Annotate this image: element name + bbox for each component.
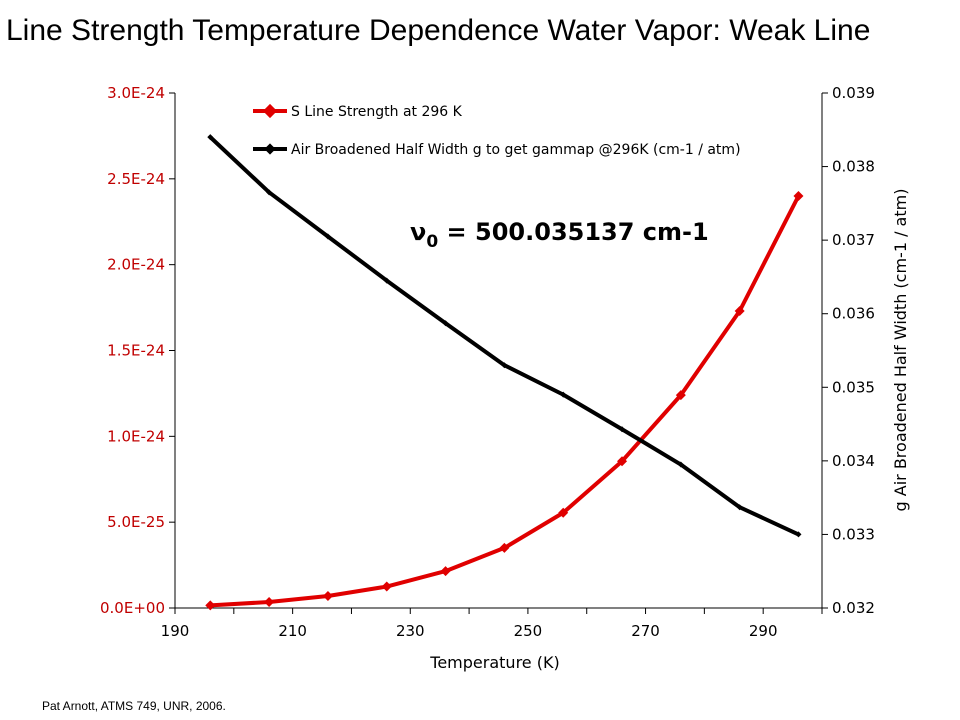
right-tick-label: 0.034 bbox=[832, 452, 875, 470]
data-point bbox=[793, 191, 804, 201]
data-point bbox=[324, 233, 331, 240]
right-tick-label: 0.038 bbox=[832, 158, 875, 176]
data-point bbox=[558, 507, 569, 518]
left-axis-ticks: 0.0E+00 5.0E-25 1.0E-24 1.5E-24 2.0E-24 2.5E-… bbox=[100, 84, 175, 617]
series-line bbox=[208, 135, 800, 537]
data-point bbox=[383, 277, 390, 284]
right-tick-label: 0.037 bbox=[832, 231, 875, 249]
right-tick-label: 0.032 bbox=[832, 599, 875, 617]
annotation-wavenumber: ν0 = 500.035137 cm-1 bbox=[410, 218, 709, 252]
data-point bbox=[560, 391, 567, 398]
legend-entry-half-width: Air Broadened Half Width g to get gammap… bbox=[253, 142, 741, 158]
right-tick-label: 0.039 bbox=[832, 84, 875, 102]
data-point bbox=[266, 189, 273, 196]
data-point bbox=[736, 504, 743, 511]
data-point bbox=[501, 362, 508, 369]
plot-area bbox=[174, 93, 823, 609]
series-layer bbox=[205, 134, 804, 611]
right-axis-title: g Air Broadened Half Width (cm-1 / atm) bbox=[891, 189, 910, 512]
legend-label-half-width: Air Broadened Half Width g to get gammap… bbox=[291, 142, 741, 158]
left-tick-label: 0.0E+00 bbox=[100, 599, 165, 617]
left-tick-label: 2.0E-24 bbox=[107, 256, 165, 274]
legend-label-line-strength: S Line Strength at 296 K bbox=[291, 104, 463, 120]
data-point bbox=[677, 461, 684, 468]
slide-title: Line Strength Temperature Dependence Wat… bbox=[6, 14, 871, 47]
x-tick-label: 190 bbox=[161, 622, 190, 640]
data-point bbox=[442, 320, 449, 327]
legend: S Line Strength at 296 K Air Broadened H… bbox=[253, 103, 741, 158]
x-tick-label: 270 bbox=[631, 622, 660, 640]
data-point bbox=[322, 590, 333, 601]
left-tick-label: 1.0E-24 bbox=[107, 427, 165, 445]
right-tick-label: 0.035 bbox=[832, 378, 875, 396]
right-tick-label: 0.033 bbox=[832, 525, 875, 543]
x-axis-ticks: 190 210 230 250 270 290 bbox=[161, 608, 823, 640]
data-point bbox=[617, 456, 628, 467]
right-axis-ticks: 0.032 0.033 0.034 0.035 0.036 0.037 0.038 0.039 bbox=[822, 84, 875, 617]
left-tick-label: 1.5E-24 bbox=[107, 342, 165, 360]
series-line-strength bbox=[205, 191, 804, 611]
data-point bbox=[675, 390, 686, 401]
data-point bbox=[795, 531, 802, 538]
credit-text: Pat Arnott, ATMS 749, UNR, 2006. bbox=[42, 699, 226, 713]
left-tick-label: 2.5E-24 bbox=[107, 170, 165, 188]
x-tick-label: 230 bbox=[396, 622, 425, 640]
right-tick-label: 0.036 bbox=[832, 305, 875, 323]
x-tick-label: 290 bbox=[749, 622, 778, 640]
data-point bbox=[440, 566, 451, 577]
x-tick-label: 250 bbox=[514, 622, 543, 640]
data-point bbox=[734, 306, 745, 317]
data-point bbox=[499, 542, 510, 553]
data-point bbox=[264, 596, 275, 607]
data-point bbox=[207, 134, 214, 141]
data-point bbox=[381, 581, 392, 592]
x-axis-title: Temperature (K) bbox=[429, 653, 559, 672]
legend-entry-line-strength: S Line Strength at 296 K bbox=[253, 103, 463, 120]
data-point bbox=[619, 426, 626, 433]
data-point bbox=[205, 600, 216, 611]
x-tick-label: 210 bbox=[278, 622, 307, 640]
left-tick-label: 3.0E-24 bbox=[107, 84, 165, 102]
series-half-width bbox=[207, 134, 802, 538]
left-tick-label: 5.0E-25 bbox=[107, 513, 165, 531]
